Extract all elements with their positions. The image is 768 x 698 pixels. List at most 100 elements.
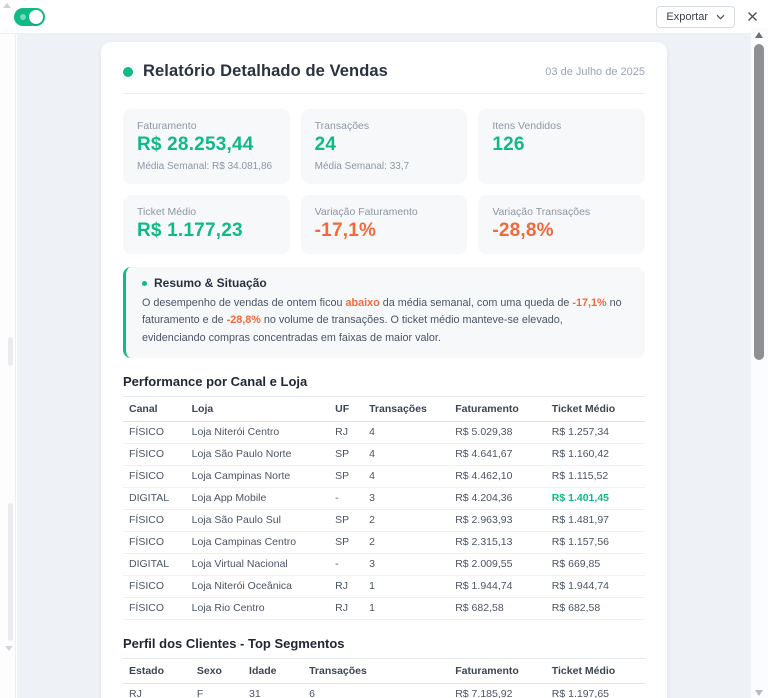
table-header-row: Canal Loja UF Transações Faturamento Ticket M… [123,395,645,422]
report-table: Estado Sexo Idade Transações Faturamento Tick… [123,657,645,698]
table-row: FÍSICO Loja São Paulo Norte SP 4 R$ 4.641,67… [123,443,645,466]
table-cell: R$ 4.641,67 [449,443,546,466]
metric-value: -28,8% [492,220,554,241]
table-cell: R$ 682,58 [449,597,546,620]
table-cell: 3 [363,553,450,576]
column-header: Sexo [190,657,244,684]
metric-card: Ticket Médio R$ 1.177,23 [123,195,290,254]
table-cell: SP [329,531,364,554]
panel-collapse-arrow-icon[interactable] [3,3,11,8]
report-date: 03 de Julho de 2025 [545,65,645,78]
metric-label: Variação Transações [492,206,591,218]
table-cell: R$ 682,58 [545,597,645,620]
table-cell: R$ 1.157,56 [545,531,645,554]
table-cell: 4 [363,443,450,466]
table-cell: R$ 2.963,93 [449,509,546,532]
table-row: DIGITAL Loja App Mobile -3 R$ 4.204,36 R$ 1.… [123,487,645,510]
table-cell: R$ 1.160,42 [545,443,645,466]
table-cell: SP [329,509,364,532]
table-cell: Loja São Paulo Sul [185,509,330,532]
table-header-row: Estado Sexo Idade Transações Faturamento Tick… [123,657,645,684]
table-cell: Loja Virtual Nacional [185,553,330,576]
table-cell: 31 [243,683,304,698]
metric-label: Transações [314,120,370,132]
table-cell: FÍSICO [123,575,186,598]
scrollbar-thumb[interactable] [754,44,764,360]
table-cell: RJ [329,421,364,444]
table-cell: 4 [363,421,450,444]
metric-value: R$ 1.177,23 [137,220,243,241]
table-cell: 3 [363,487,450,510]
metric-value: -17,1% [314,220,377,241]
rail-scrollbar-thumb[interactable] [8,503,13,641]
column-header: Ticket Médio [545,395,645,422]
metric-card: Faturamento R$ 28.253,44 Média Semanal: R$… [123,109,290,184]
column-header: Canal [123,395,186,422]
report-header: Relatório Detalhado de Vendas 03 de Julh… [123,54,645,94]
column-header: Ticket Médio [545,657,645,684]
summary-highlight: -28,8% [226,314,261,327]
table-cell: 4 [363,465,450,488]
summary-text: O desempenho de vendas de ontem ficou ab… [142,295,629,347]
section-channel-performance: Performance por Canal e Loja Canal Loja UF… [123,374,645,620]
table-row: FÍSICO Loja Niterói Centro RJ 4 R$ 5.029,38 R… [123,421,645,444]
table-cell: Loja São Paulo Norte [185,443,330,466]
metric-label: Itens Vendidos [492,120,562,132]
section-title: Performance por Canal e Loja [123,373,308,389]
table-cell: R$ 2.009,55 [449,553,546,576]
report-title: Relatório Detalhado de Vendas [143,62,388,80]
summary-header: Resumo & Situação [142,276,629,290]
report-toggle[interactable] [14,7,45,26]
metric-value: 24 [314,134,337,155]
rail-scroll-down-icon[interactable] [5,646,13,651]
table-row: FÍSICO Loja Rio Centro RJ 1 R$ 682,58 R$ 682,… [123,597,645,620]
table-cell: FÍSICO [123,465,186,488]
table-cell: Loja Niterói Centro [185,421,330,444]
table-cell: FÍSICO [123,509,186,532]
summary-text-segment: no volume de transações. O ticket médio … [142,314,563,344]
metric-card: Variação Faturamento -17,1% [300,195,468,254]
summary-text-segment: da média semanal, com uma queda de [379,297,573,309]
table-cell: - [329,487,364,510]
table-row: RJ F 31 6 R$ 7.185,92 R$ 1.197,65 [123,683,645,698]
close-button[interactable] [745,9,760,24]
table-cell: RJ [329,597,364,620]
metric-label: Variação Faturamento [314,206,418,218]
table-cell: Loja App Mobile [185,487,330,510]
table-cell: DIGITAL [123,553,186,576]
left-scroll-rail[interactable] [0,0,16,698]
summary-bullet-icon [142,280,147,286]
vertical-scrollbar[interactable] [751,28,768,698]
table-cell: Loja Niterói Oceânica [185,575,330,598]
summary-title: Resumo & Situação [154,276,267,290]
table-cell: 1 [363,597,450,620]
scroll-down-icon[interactable] [755,690,763,696]
table-cell: SP [329,465,364,488]
summary-text-segment: no faturamento e de [142,297,622,327]
column-header: Estado [123,657,191,684]
metric-subtext: Média Semanal: 33,7 [314,161,410,172]
table-cell: R$ 1.401,45 [545,487,645,510]
summary-box: Resumo & Situação O desempenho de vendas… [123,267,645,358]
toolbar-actions: Exportar [656,5,760,28]
table-cell: R$ 4.462,10 [449,465,546,488]
table-row: FÍSICO Loja Campinas Norte SP 4 R$ 4.462,10 R… [123,465,645,488]
table-cell: R$ 7.185,92 [449,683,546,698]
report-table: Canal Loja UF Transações Faturamento Ticket M… [123,395,645,620]
export-button[interactable]: Exportar [656,5,735,28]
chevron-down-icon [716,14,725,20]
table-cell: FÍSICO [123,531,186,554]
table-cell: R$ 1.197,65 [545,683,645,698]
table-cell: R$ 1.944,74 [449,575,546,598]
toolbar: Exportar [0,0,768,34]
metric-card: Itens Vendidos 126 [478,109,645,184]
summary-highlight: -17,1% [572,297,607,309]
toggle-track-dot-icon [20,13,26,20]
column-header: UF [329,395,364,422]
table-row: FÍSICO Loja Campinas Centro SP 2 R$ 2.315,13… [123,531,645,554]
rail-scrollbar-thumb[interactable] [8,337,13,366]
status-dot-icon [123,66,133,77]
scroll-up-icon[interactable] [755,32,763,38]
summary-text-segment: O desempenho de vendas de ontem ficou [142,297,346,309]
